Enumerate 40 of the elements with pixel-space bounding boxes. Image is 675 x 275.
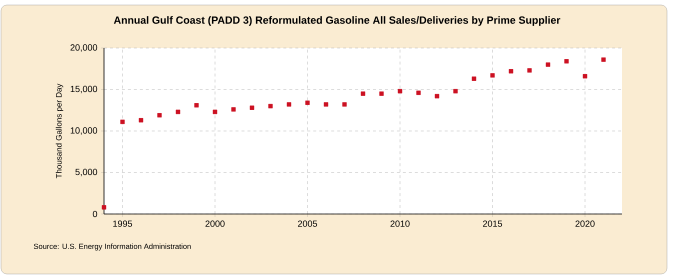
y-tick-label: 0 bbox=[92, 210, 98, 218]
x-tick-label: 2000 bbox=[205, 220, 225, 227]
point bbox=[527, 68, 532, 73]
point bbox=[601, 57, 606, 62]
point bbox=[102, 205, 106, 210]
point bbox=[434, 94, 440, 98]
x-tick-label: 2020 bbox=[575, 220, 595, 227]
x-tick-label: 2010 bbox=[390, 220, 410, 227]
y-tick-label: 20,000 bbox=[70, 44, 98, 52]
point bbox=[379, 91, 384, 96]
point bbox=[286, 102, 292, 107]
point bbox=[398, 88, 402, 94]
y-tick-label: 5,000 bbox=[75, 168, 98, 176]
y-tick-label: 15,000 bbox=[70, 86, 98, 94]
point bbox=[212, 110, 218, 114]
point bbox=[546, 62, 550, 67]
point bbox=[360, 91, 366, 96]
point bbox=[231, 107, 236, 112]
point bbox=[453, 88, 458, 94]
y-tick-label: 10,000 bbox=[70, 127, 98, 135]
point bbox=[250, 106, 254, 110]
point bbox=[582, 74, 588, 78]
x-tick-label: 1995 bbox=[113, 220, 132, 227]
point bbox=[472, 76, 476, 81]
point bbox=[157, 113, 162, 118]
point bbox=[324, 102, 328, 107]
point bbox=[138, 118, 144, 122]
point bbox=[120, 120, 125, 124]
point bbox=[416, 90, 421, 96]
point bbox=[564, 59, 569, 64]
point bbox=[194, 103, 199, 108]
point bbox=[268, 104, 273, 108]
point bbox=[490, 73, 495, 78]
point bbox=[176, 110, 180, 114]
point bbox=[508, 69, 514, 74]
chart-title: Annual Gulf Coast (PADD 3) Reformulated Gasoline All Sales/Deliveries by Prime Supplier bbox=[114, 16, 560, 26]
x-tick-label: 2005 bbox=[298, 220, 318, 227]
x-tick-label: 2015 bbox=[482, 220, 502, 227]
point bbox=[305, 100, 310, 105]
point bbox=[342, 102, 347, 107]
